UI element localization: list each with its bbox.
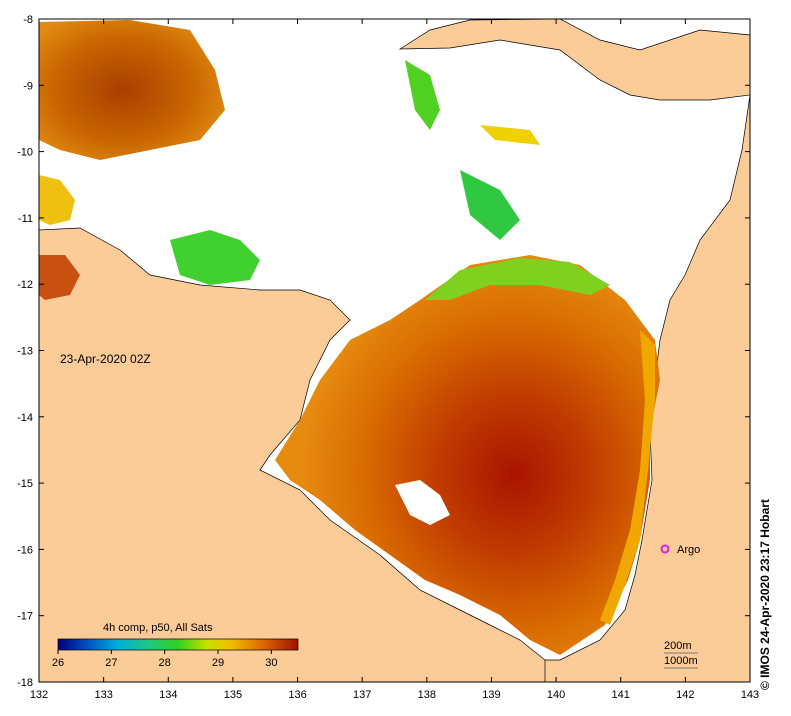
lon-tick-label: 143 (741, 689, 759, 701)
date-label: 23-Apr-2020 02Z (60, 352, 151, 366)
lat-tick-label: -8 (23, 14, 33, 26)
lon-tick-label: 138 (418, 689, 436, 701)
lon-tick-label: 133 (94, 689, 112, 701)
lon-axis: 132 133 134 135 136 137 138 139 140 141 142 143 (30, 19, 759, 701)
depth-contour-legend: 200m 1000m (664, 640, 698, 669)
lon-tick-label: 137 (353, 689, 371, 701)
colorbar-tick-label: 28 (159, 657, 171, 669)
lat-tick-label: -12 (17, 279, 33, 291)
colorbar-gradient (57, 638, 299, 651)
lon-tick-label: 135 (224, 689, 242, 701)
sst-patch-w (39, 175, 75, 225)
colorbar-tick-label: 30 (265, 657, 277, 669)
sst-patch-arnhem-n (170, 230, 260, 285)
lon-tick-label: 140 (547, 689, 565, 701)
lat-tick-label: -13 (17, 346, 33, 358)
lat-tick-label: -15 (17, 478, 33, 490)
sst-patch-w2 (39, 255, 80, 300)
colorbar-tick-label: 29 (212, 657, 224, 669)
lat-tick-label: -9 (23, 80, 33, 92)
colorbar-tick-label: 27 (105, 657, 117, 669)
lon-tick-label: 139 (482, 689, 500, 701)
lon-tick-label: 132 (30, 689, 48, 701)
lat-tick-label: -16 (17, 544, 33, 556)
argo-marker[interactable]: Argo (660, 544, 701, 556)
sst-streak-2 (460, 170, 520, 240)
land-arnhem (38, 227, 546, 683)
argo-label: Argo (677, 544, 700, 556)
lon-tick-label: 142 (676, 689, 694, 701)
lat-tick-label: -17 (17, 611, 33, 623)
colorbar-ticks: 26 27 28 29 30 (52, 650, 277, 669)
colorbar-tick-label: 26 (52, 657, 64, 669)
lat-tick-label: -18 (17, 677, 33, 689)
sst-gulf-north-fringe (425, 258, 610, 300)
lat-tick-label: -14 (17, 412, 33, 424)
lon-tick-label: 136 (288, 689, 306, 701)
lon-tick-label: 134 (159, 689, 177, 701)
sst-streak-1 (405, 60, 440, 130)
no-data-gulf-gap (395, 480, 450, 525)
sst-streak-3 (480, 125, 540, 145)
lon-tick-label: 141 (612, 689, 630, 701)
credit-text: © IMOS 24-Apr-2020 23:17 Hobart (758, 499, 772, 690)
depth-1000m-label: 1000m (664, 655, 698, 667)
lat-axis: -8 -9 -10 -11 -12 -13 -14 -15 -16 -17 -18 (17, 14, 750, 689)
colorbar-title: 4h comp, p50, All Sats (103, 622, 213, 634)
sst-gulf-east-rim (600, 330, 655, 625)
colorbar: 4h comp, p50, All Sats 26 27 28 29 30 (52, 622, 299, 669)
depth-200m-label: 200m (664, 640, 692, 652)
sst-gulf (275, 255, 660, 655)
lat-tick-label: -11 (18, 213, 33, 225)
argo-float-icon (660, 544, 670, 554)
sst-patch-nw (39, 20, 225, 160)
lat-tick-label: -10 (17, 147, 33, 159)
